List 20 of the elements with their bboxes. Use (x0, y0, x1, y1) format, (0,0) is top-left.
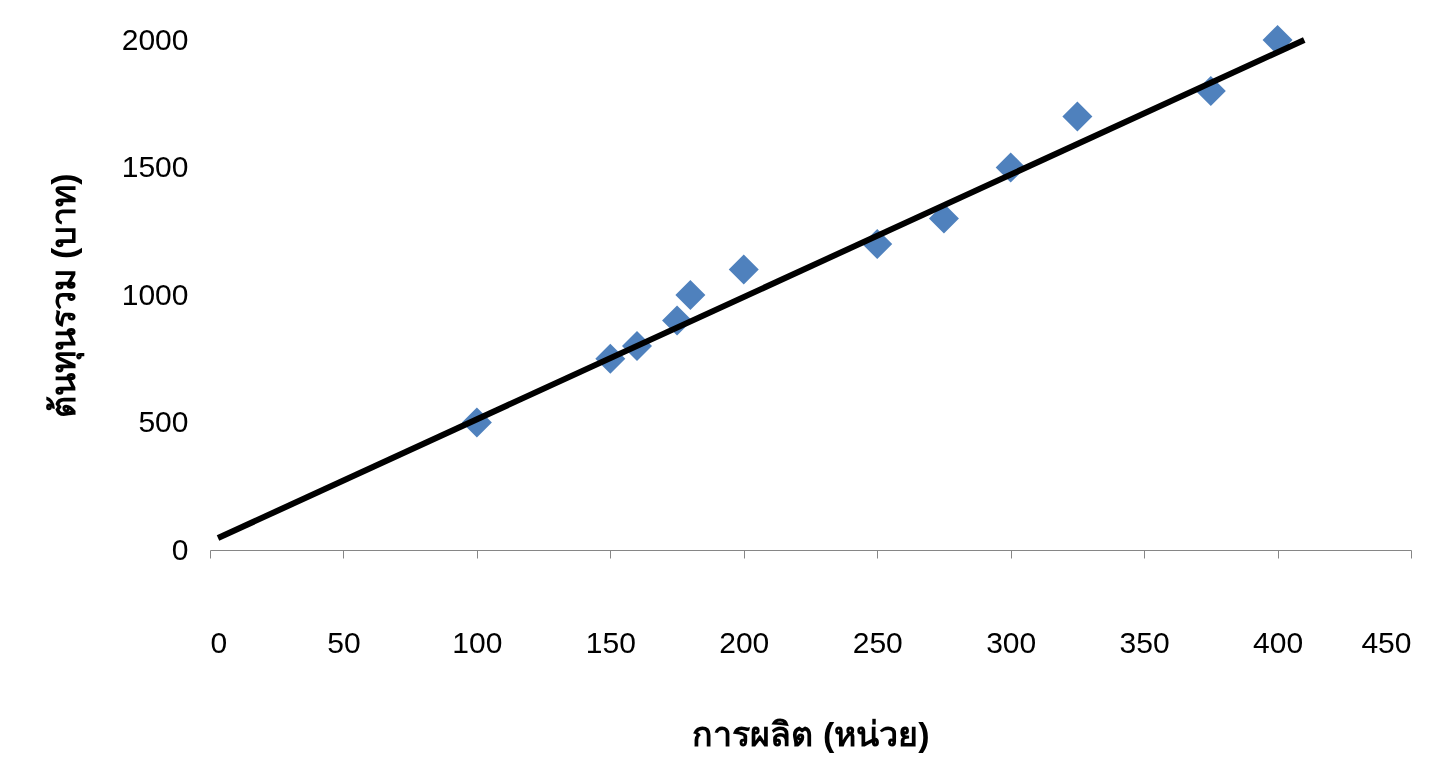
y-tick-label: 500 (138, 405, 189, 438)
x-tick-label: 0 (210, 625, 228, 659)
x-tick-label: 300 (986, 625, 1037, 659)
y-tick-label: 0 (171, 532, 189, 566)
x-tick-label: 350 (1119, 625, 1170, 659)
x-tick-label: 50 (327, 625, 361, 659)
point (675, 280, 706, 310)
x-tick-label: 100 (452, 625, 503, 659)
x-axis-title: การผลิต (หน่วย) (692, 714, 930, 753)
y-tick-label: 1000 (121, 277, 189, 311)
point (728, 254, 759, 285)
x-tick-label: 200 (719, 625, 770, 659)
x-tick-label: 150 (585, 625, 636, 659)
y-tick-label: 1500 (121, 150, 189, 183)
point (1062, 101, 1093, 132)
y-tick-label: 2000 (121, 22, 189, 56)
x-tick-label: 400 (1253, 625, 1304, 659)
y-axis-title: ต้นทุนรวม (บาท) (43, 173, 85, 418)
x-tick-label: 250 (852, 625, 903, 659)
x-tick-label: 450 (1361, 625, 1412, 659)
